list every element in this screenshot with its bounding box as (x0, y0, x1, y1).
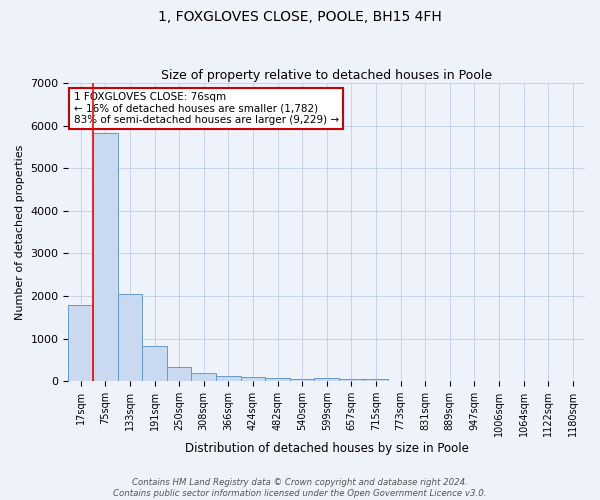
Bar (339, 379, 364, 381)
Bar (191, 372, 216, 381)
Text: 1 FOXGLOVES CLOSE: 76sqm
← 16% of detached houses are smaller (1,782)
83% of sem: 1 FOXGLOVES CLOSE: 76sqm ← 16% of detach… (74, 92, 338, 126)
Bar (142, 346, 167, 381)
Bar (118, 294, 142, 381)
Bar (68, 306, 93, 381)
Text: 1, FOXGLOVES CLOSE, POOLE, BH15 4FH: 1, FOXGLOVES CLOSE, POOLE, BH15 4FH (158, 10, 442, 24)
Bar (241, 377, 265, 381)
Bar (167, 366, 191, 381)
Title: Size of property relative to detached houses in Poole: Size of property relative to detached ho… (161, 69, 492, 82)
Bar (93, 134, 118, 381)
Bar (265, 378, 290, 381)
Bar (290, 378, 314, 381)
Y-axis label: Number of detached properties: Number of detached properties (15, 144, 25, 320)
Bar (314, 378, 339, 381)
Bar (364, 379, 388, 381)
Bar (216, 376, 241, 381)
Text: Contains HM Land Registry data © Crown copyright and database right 2024.
Contai: Contains HM Land Registry data © Crown c… (113, 478, 487, 498)
X-axis label: Distribution of detached houses by size in Poole: Distribution of detached houses by size … (185, 442, 469, 455)
